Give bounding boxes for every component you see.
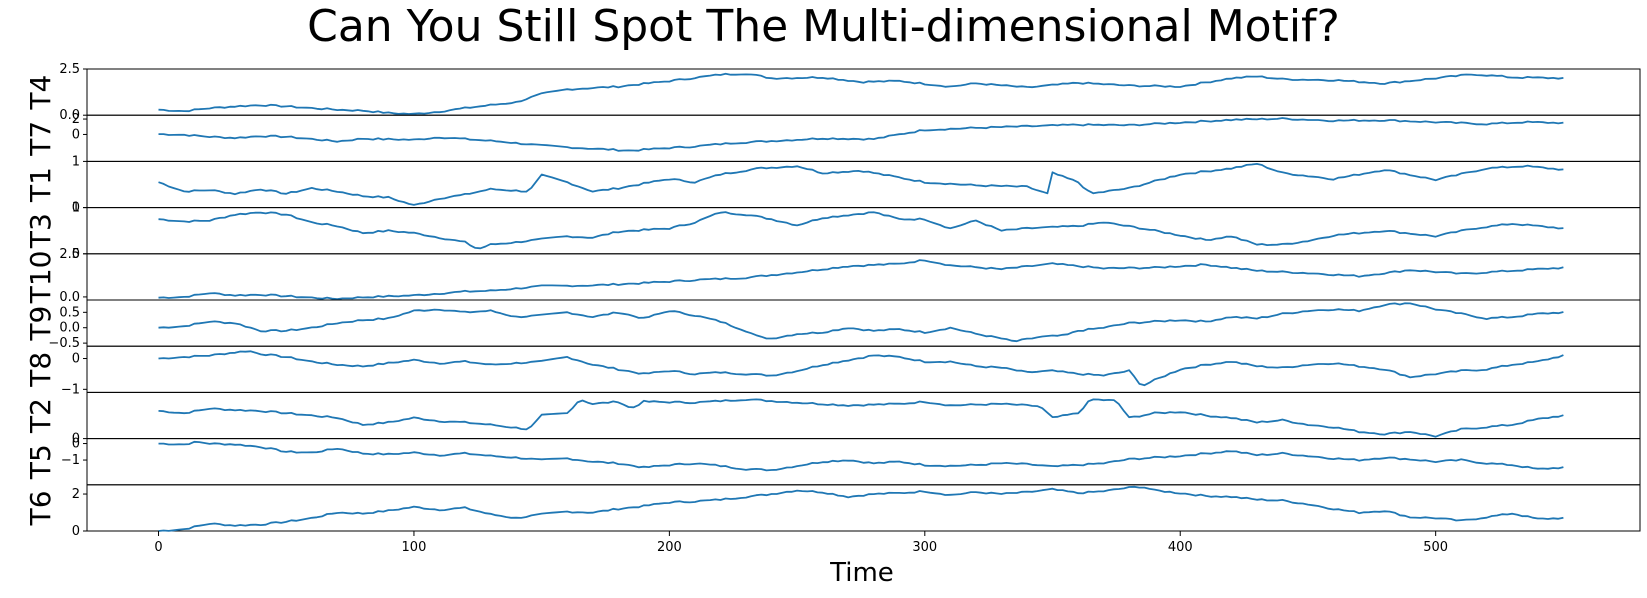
x-tick-label: 0: [154, 540, 162, 555]
y-tick-label: 0: [72, 524, 80, 539]
x-tick-label: 400: [1168, 540, 1193, 555]
panel-t9: 0.50.0−0.5T9: [24, 299, 1641, 351]
panel-t7: 20 T7: [24, 112, 1641, 162]
y-tick-label: 0: [72, 247, 80, 262]
y-tick-label: 2: [72, 112, 80, 127]
panel-frame: [86, 345, 1641, 393]
y-tick-label: 2.5: [59, 62, 80, 77]
y-tick-label: 0: [72, 127, 80, 142]
panel-label-t10: T10: [24, 251, 57, 305]
series-line-t7: [158, 117, 1564, 152]
panel-frame: [86, 114, 1641, 162]
series-line-t4: [158, 72, 1564, 115]
series-line-t1: [158, 163, 1564, 206]
x-axis: 0 100 200 300 400 500: [154, 531, 1448, 555]
y-tick-label: 1: [72, 154, 80, 169]
x-tick-label: 100: [402, 540, 427, 555]
panel-label-t4: T4: [24, 75, 57, 111]
panel-frame: [86, 299, 1641, 347]
y-tick-label: 0.0: [59, 321, 80, 336]
y-tick-label: 0.0: [59, 108, 80, 123]
panels-layer: 2.50.0T420T710T110T32.50.0T100.50.0−0.5T…: [24, 62, 1641, 539]
x-axis-label: Time: [829, 558, 894, 588]
y-tick-label: −1: [61, 382, 80, 397]
x-tick-label: 500: [1423, 540, 1448, 555]
panel-label-t2: T2: [24, 398, 57, 434]
series-line-t5: [158, 440, 1564, 472]
y-tick-label: 0: [72, 352, 80, 367]
panel-label-t1: T1: [24, 167, 57, 203]
panel-t8: 0 −1 T8: [24, 345, 1641, 397]
panel-t2: 0 T2: [24, 391, 1641, 447]
y-tick-label: 0: [72, 432, 80, 447]
panel-label-t5: T5: [24, 444, 57, 480]
y-tick-label: −1: [61, 453, 80, 468]
y-tick-label: 0.0: [59, 290, 80, 305]
panel-frame: [86, 160, 1641, 209]
y-tick-label: 2: [72, 487, 80, 502]
panel-t4: 2.5 0.0T4: [24, 62, 1641, 123]
x-tick-label: 300: [912, 540, 937, 555]
y-tick-label: −0.5: [48, 336, 80, 351]
chart-title: Can You Still Spot The Multi-dimensional…: [307, 1, 1340, 52]
panel-frame: [86, 484, 1641, 532]
panel-label-t9: T9: [24, 306, 57, 342]
series-line-t2: [158, 398, 1564, 438]
x-tick-label: 200: [657, 540, 682, 555]
series-line-t8: [158, 350, 1564, 387]
series-line-t6: [158, 485, 1564, 532]
series-line-t9: [158, 302, 1564, 343]
series-line-t10: [158, 259, 1564, 301]
panel-frame: [86, 438, 1641, 486]
panel-label-t6: T6: [24, 490, 57, 526]
panel-label-t3: T3: [24, 213, 57, 249]
panel-frame: [86, 253, 1641, 301]
panel-t5: 0−1 T5: [24, 437, 1641, 486]
series-line-t3: [158, 211, 1564, 250]
panel-t6: 2 0 T6: [24, 484, 1641, 539]
panel-label-t8: T8: [24, 352, 57, 388]
panel-label-t7: T7: [24, 121, 57, 157]
y-tick-label: 0: [72, 437, 80, 452]
y-tick-label: 2.5: [59, 247, 80, 262]
y-tick-label: 1: [72, 201, 80, 216]
y-tick-label: 0: [72, 201, 80, 216]
y-tick-label: 0.5: [59, 305, 80, 320]
